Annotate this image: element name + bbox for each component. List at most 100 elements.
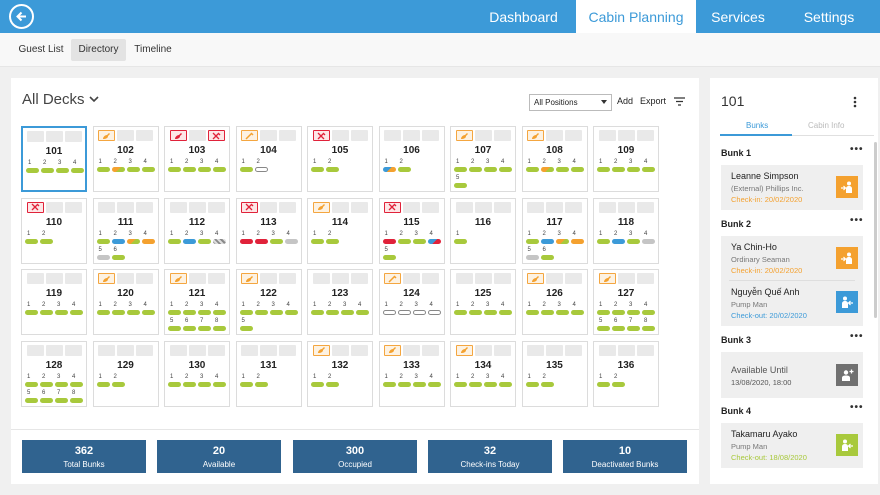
bunk-indicator[interactable]: 6 xyxy=(111,247,127,262)
export-button[interactable]: Export xyxy=(640,96,667,106)
bunk-indicator[interactable]: 4 xyxy=(213,231,228,246)
nav-tab-services[interactable]: Services xyxy=(711,9,765,25)
bunk-indicator[interactable]: 2 xyxy=(397,302,413,317)
bunk-indicator[interactable]: 2 xyxy=(469,302,484,317)
bunk-indicator[interactable]: 3 xyxy=(55,374,70,389)
bunk-indicator[interactable]: 2 xyxy=(40,231,55,246)
bunk-indicator[interactable]: 3 xyxy=(627,159,642,174)
bunk-indicator[interactable]: 5 xyxy=(382,247,398,262)
bunk-indicator[interactable]: 1 xyxy=(454,231,469,246)
bunk-indicator[interactable]: 3 xyxy=(198,231,213,246)
bunk-indicator[interactable]: 3 xyxy=(341,302,356,317)
bunk-indicator[interactable]: 2 xyxy=(40,302,55,317)
bunk-indicator[interactable]: 2 xyxy=(40,374,55,389)
bunk-indicator[interactable]: 2 xyxy=(540,231,556,246)
bunk-indicator[interactable]: 2 xyxy=(183,231,198,246)
cabin-card-119[interactable]: 119 1 2 3 4 xyxy=(21,269,87,335)
bunk-indicator[interactable]: 2 xyxy=(612,231,627,246)
bunk-indicator[interactable]: 1 xyxy=(96,374,112,389)
bunk-indicator[interactable]: 2 xyxy=(397,159,413,174)
bunk-indicator[interactable]: 4 xyxy=(642,159,657,174)
bunk-indicator[interactable]: 2 xyxy=(41,160,56,175)
bunk-indicator[interactable]: 2 xyxy=(326,302,341,317)
cabin-card-114[interactable]: 114 1 2 xyxy=(307,197,373,264)
bunk-indicator[interactable]: 1 xyxy=(96,159,112,174)
cabin-card-128[interactable]: 128 1 2 3 4 5 6 7 8 xyxy=(21,340,87,407)
bunk-indicator[interactable]: 1 xyxy=(168,231,183,246)
bunk-options-button[interactable]: ••• xyxy=(850,331,864,342)
bunk-indicator[interactable]: 6 xyxy=(540,247,556,262)
bunk-indicator[interactable]: 3 xyxy=(198,302,213,317)
cabin-card-110[interactable]: 110 1 2 xyxy=(21,197,87,264)
bunk-indicator[interactable]: 4 xyxy=(570,231,586,246)
bunk-indicator[interactable]: 4 xyxy=(141,159,157,174)
bunk-options-button[interactable]: ••• xyxy=(850,144,864,155)
bunk-indicator[interactable]: 4 xyxy=(570,159,586,174)
bunk-indicator[interactable]: 1 xyxy=(25,302,40,317)
bunk-indicator[interactable]: 1 xyxy=(311,374,326,389)
bunk-indicator[interactable]: 4 xyxy=(141,302,157,317)
cabin-card-106[interactable]: 106 1 2 xyxy=(378,126,445,192)
subtab-guest-list[interactable]: Guest List xyxy=(18,44,64,55)
chevron-down-icon[interactable] xyxy=(89,96,99,103)
bunk-indicator[interactable]: 4 xyxy=(70,302,85,317)
bunk-indicator[interactable]: 2 xyxy=(111,302,127,317)
bunk-indicator[interactable]: 2 xyxy=(254,231,270,246)
bunk-indicator[interactable]: 2 xyxy=(111,374,127,389)
bunk-indicator[interactable]: 1 xyxy=(525,374,541,389)
bunk-indicator[interactable]: 1 xyxy=(311,302,326,317)
bunk-indicator[interactable]: 2 xyxy=(326,374,341,389)
bunk-indicator[interactable]: 2 xyxy=(183,302,198,317)
cabin-card-123[interactable]: 123 1 2 3 4 xyxy=(307,269,373,335)
bunk-indicator[interactable]: 1 xyxy=(311,231,326,246)
bunk-indicator[interactable]: 1 xyxy=(25,231,40,246)
bunk-indicator[interactable]: 3 xyxy=(126,159,142,174)
bunk-indicator[interactable]: 3 xyxy=(269,302,285,317)
bunk-indicator[interactable]: 4 xyxy=(427,231,443,246)
bunk-indicator[interactable]: 2 xyxy=(326,231,341,246)
bunk-indicator[interactable]: 1 xyxy=(382,159,398,174)
bunk-indicator[interactable]: 3 xyxy=(484,302,499,317)
bunk-indicator[interactable]: 1 xyxy=(96,302,112,317)
bunk-indicator[interactable]: 1 xyxy=(525,231,541,246)
bunk-indicator[interactable]: 1 xyxy=(168,159,183,174)
bunk-indicator[interactable]: 7 xyxy=(55,390,70,405)
bunk-indicator[interactable]: 2 xyxy=(469,374,484,389)
cabin-card-129[interactable]: 129 1 2 xyxy=(92,340,159,407)
bunk-indicator[interactable]: 3 xyxy=(412,302,428,317)
bunk-indicator[interactable]: 5 xyxy=(168,318,183,333)
bunk-indicator[interactable]: 1 xyxy=(597,374,612,389)
cabin-card-103[interactable]: 103 1 2 3 4 xyxy=(164,126,230,192)
deck-title[interactable]: All Decks xyxy=(22,91,85,108)
bunk-indicator[interactable]: 2 xyxy=(254,159,270,174)
assign-guest-button[interactable] xyxy=(836,364,858,386)
bunk-indicator[interactable]: 2 xyxy=(254,374,270,389)
cabin-card-120[interactable]: 120 1 2 3 4 xyxy=(92,269,159,335)
bunk-indicator[interactable]: 5 xyxy=(597,318,612,333)
bunk-indicator[interactable]: 7 xyxy=(627,318,642,333)
bunk-indicator[interactable]: 4 xyxy=(427,374,443,389)
bunk-indicator[interactable]: 5 xyxy=(525,247,541,262)
occupant-card[interactable]: Takamaru Ayako Pump Man Check-out: 18/08… xyxy=(721,423,863,468)
cabin-card-102[interactable]: 102 1 2 3 4 xyxy=(92,126,159,192)
bunk-indicator[interactable]: 1 xyxy=(454,374,469,389)
scrollbar[interactable] xyxy=(874,142,877,318)
cabin-card-112[interactable]: 112 1 2 3 4 xyxy=(164,197,230,264)
cabin-card-108[interactable]: 108 1 2 3 4 xyxy=(521,126,588,192)
nav-tab-cabin-planning[interactable]: Cabin Planning xyxy=(576,0,696,33)
bunk-indicator[interactable]: 3 xyxy=(412,231,428,246)
bunk-indicator[interactable]: 4 xyxy=(427,302,443,317)
bunk-indicator[interactable]: 2 xyxy=(469,159,484,174)
cabin-card-109[interactable]: 109 1 2 3 4 xyxy=(593,126,659,192)
bunk-indicator[interactable]: 2 xyxy=(183,374,198,389)
bunk-indicator[interactable]: 1 xyxy=(25,374,40,389)
checkin-button[interactable] xyxy=(836,176,858,198)
bunk-indicator[interactable]: 2 xyxy=(612,374,627,389)
bunk-indicator[interactable]: 2 xyxy=(326,159,341,174)
bunk-indicator[interactable]: 3 xyxy=(56,160,71,175)
cabin-card-122[interactable]: 122 1 2 3 4 5 xyxy=(235,269,302,335)
bunk-indicator[interactable]: 2 xyxy=(612,302,627,317)
cabin-card-107[interactable]: 107 1 2 3 4 5 xyxy=(450,126,516,192)
bunk-indicator[interactable]: 2 xyxy=(254,302,270,317)
bunk-indicator[interactable]: 1 xyxy=(168,374,183,389)
